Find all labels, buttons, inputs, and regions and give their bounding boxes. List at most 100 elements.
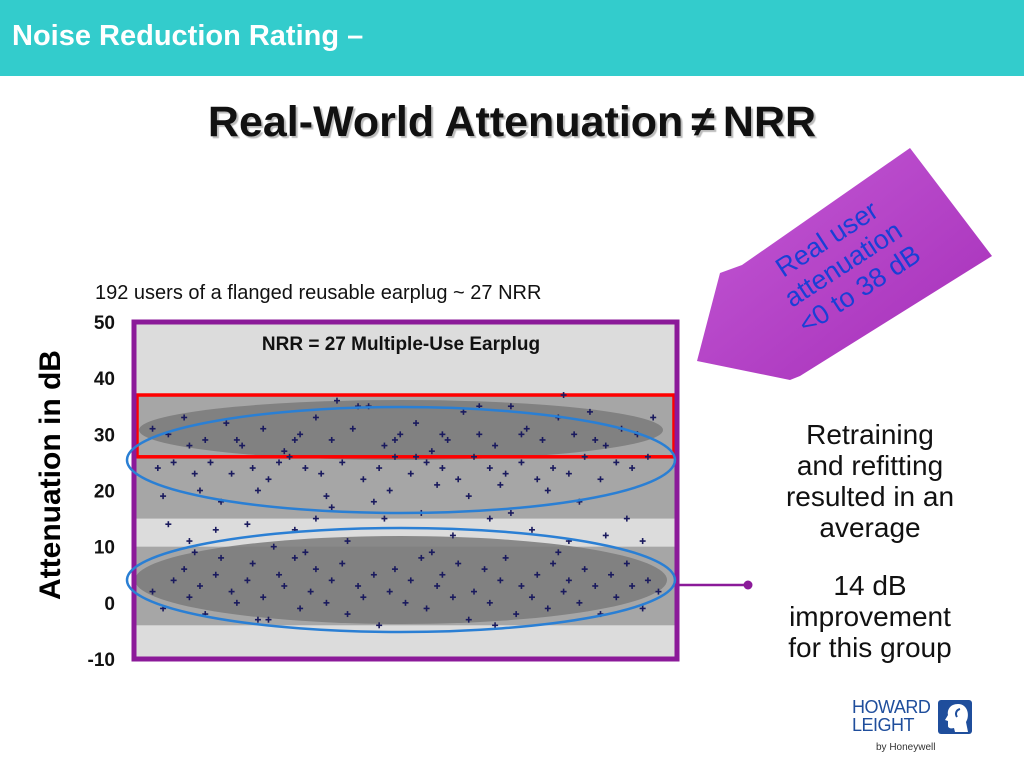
data-point	[455, 560, 462, 567]
data-point	[502, 554, 509, 561]
data-point	[550, 560, 557, 567]
data-point	[196, 582, 203, 589]
data-point	[413, 420, 420, 427]
data-point	[465, 493, 472, 500]
howard-leight-logo: HOWARD LEIGHT by Honeywell	[852, 698, 974, 758]
data-point	[244, 521, 251, 528]
data-point	[254, 616, 261, 623]
data-point	[439, 571, 446, 578]
data-point	[502, 470, 509, 477]
data-point	[407, 470, 414, 477]
data-point	[254, 487, 261, 494]
logo-line-1: HOWARD	[852, 697, 931, 717]
data-point	[571, 431, 578, 438]
data-point	[160, 493, 167, 500]
data-point	[471, 588, 478, 595]
data-point	[339, 459, 346, 466]
data-point	[544, 605, 551, 612]
data-point	[170, 459, 177, 466]
main-title-right: NRR	[722, 98, 817, 146]
data-point	[328, 436, 335, 443]
data-point	[191, 549, 198, 556]
upper-cluster-ellipse	[125, 405, 677, 515]
data-point	[239, 442, 246, 449]
data-point	[486, 515, 493, 522]
y-tick-label: 20	[94, 482, 115, 503]
data-point	[560, 588, 567, 595]
callout-line: and refitting	[796, 450, 944, 481]
data-point	[486, 599, 493, 606]
data-point	[312, 566, 319, 573]
data-point	[333, 397, 340, 404]
data-point	[518, 431, 525, 438]
data-point	[260, 425, 267, 432]
data-point	[297, 431, 304, 438]
data-point	[291, 436, 298, 443]
face-profile-icon	[938, 700, 972, 734]
data-point	[381, 515, 388, 522]
data-point	[455, 476, 462, 483]
upper-cluster-shade	[139, 400, 663, 460]
data-point	[165, 521, 172, 528]
data-point	[629, 465, 636, 472]
data-point	[233, 436, 240, 443]
data-point	[286, 453, 293, 460]
data-point	[644, 577, 651, 584]
data-point	[344, 611, 351, 618]
data-point	[544, 487, 551, 494]
data-point	[170, 577, 177, 584]
data-point	[513, 611, 520, 618]
data-point	[528, 526, 535, 533]
y-tick-label: 30	[94, 425, 115, 446]
data-point	[565, 577, 572, 584]
data-point	[360, 476, 367, 483]
data-point	[423, 605, 430, 612]
data-point	[265, 616, 272, 623]
data-point	[312, 414, 319, 421]
data-point	[486, 465, 493, 472]
data-point	[291, 554, 298, 561]
plot-border	[131, 319, 680, 662]
data-point	[391, 436, 398, 443]
data-point	[423, 459, 430, 466]
data-point	[233, 599, 240, 606]
data-point	[212, 571, 219, 578]
y-tick-label: 40	[94, 369, 115, 390]
data-point	[428, 448, 435, 455]
data-point	[355, 582, 362, 589]
data-point	[323, 599, 330, 606]
data-point	[449, 594, 456, 601]
data-point	[228, 588, 235, 595]
data-point	[434, 582, 441, 589]
data-point	[492, 442, 499, 449]
data-point	[497, 577, 504, 584]
data-point	[465, 616, 472, 623]
data-point	[281, 448, 288, 455]
data-point	[481, 566, 488, 573]
data-point	[413, 453, 420, 460]
logo-wordmark: HOWARD LEIGHT	[852, 697, 931, 734]
data-point	[444, 436, 451, 443]
data-point	[650, 414, 657, 421]
data-point	[149, 588, 156, 595]
y-tick-label: -10	[88, 650, 115, 671]
chart-title: NRR = 27 Multiple-Use Earplug	[262, 334, 540, 355]
data-point	[460, 408, 467, 415]
data-point	[613, 594, 620, 601]
data-point	[360, 594, 367, 601]
data-point	[339, 560, 346, 567]
data-point	[539, 436, 546, 443]
data-point	[302, 549, 309, 556]
lower-cluster-shade	[135, 536, 667, 624]
callout-line: resulted in an	[785, 481, 955, 512]
data-point	[370, 571, 377, 578]
y-tick-label: 10	[94, 538, 115, 559]
data-point	[639, 605, 646, 612]
data-point	[581, 453, 588, 460]
data-point	[249, 465, 256, 472]
data-point	[407, 577, 414, 584]
data-point	[418, 554, 425, 561]
data-point	[260, 594, 267, 601]
callout-line: 14 dB	[833, 570, 907, 601]
